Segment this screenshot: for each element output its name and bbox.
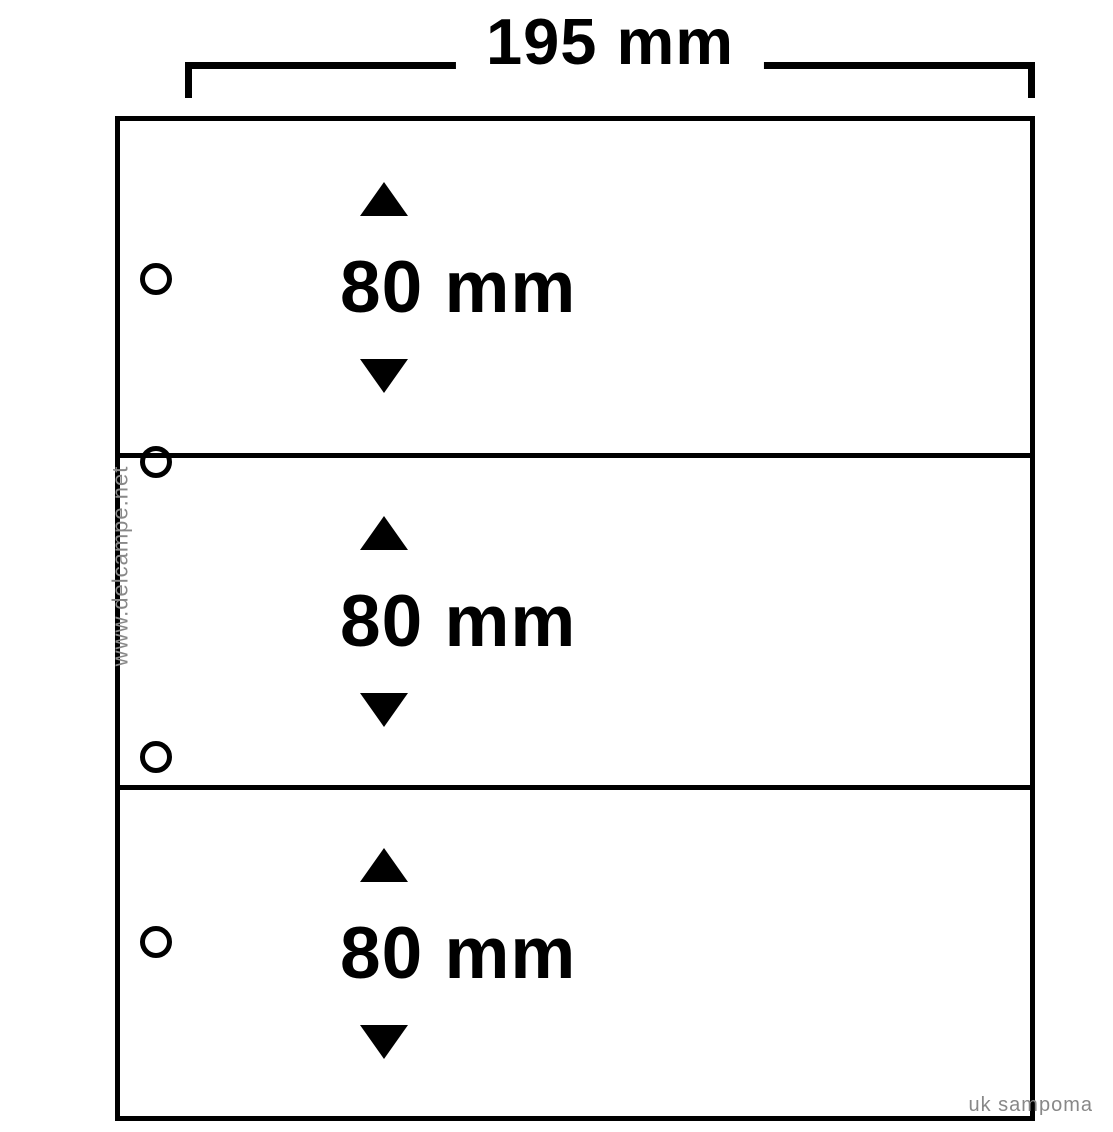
arrow-down-icon bbox=[360, 359, 408, 393]
sheet-outline: 80 mm 80 mm 80 mm bbox=[115, 116, 1035, 1121]
watermark-source: www.delcampe.net bbox=[107, 466, 133, 667]
watermark-seller: uk sampoma bbox=[969, 1094, 1094, 1117]
arrow-down-icon bbox=[360, 693, 408, 727]
row-height-label: 80 mm bbox=[340, 912, 576, 995]
pocket-row: 80 mm bbox=[120, 458, 1030, 785]
arrow-up-icon bbox=[360, 182, 408, 216]
row-height-label: 80 mm bbox=[340, 246, 576, 329]
width-dimension-bracket: 195 mm bbox=[185, 20, 1035, 110]
arrow-down-icon bbox=[360, 1025, 408, 1059]
pocket-row: 80 mm bbox=[120, 790, 1030, 1116]
arrow-up-icon bbox=[360, 516, 408, 550]
width-dimension-label: 195 mm bbox=[456, 4, 764, 79]
pocket-row: 80 mm bbox=[120, 121, 1030, 453]
row-height-label: 80 mm bbox=[340, 580, 576, 663]
bracket-right-tick bbox=[1028, 62, 1035, 98]
arrow-up-icon bbox=[360, 848, 408, 882]
bracket-left-tick bbox=[185, 62, 192, 98]
